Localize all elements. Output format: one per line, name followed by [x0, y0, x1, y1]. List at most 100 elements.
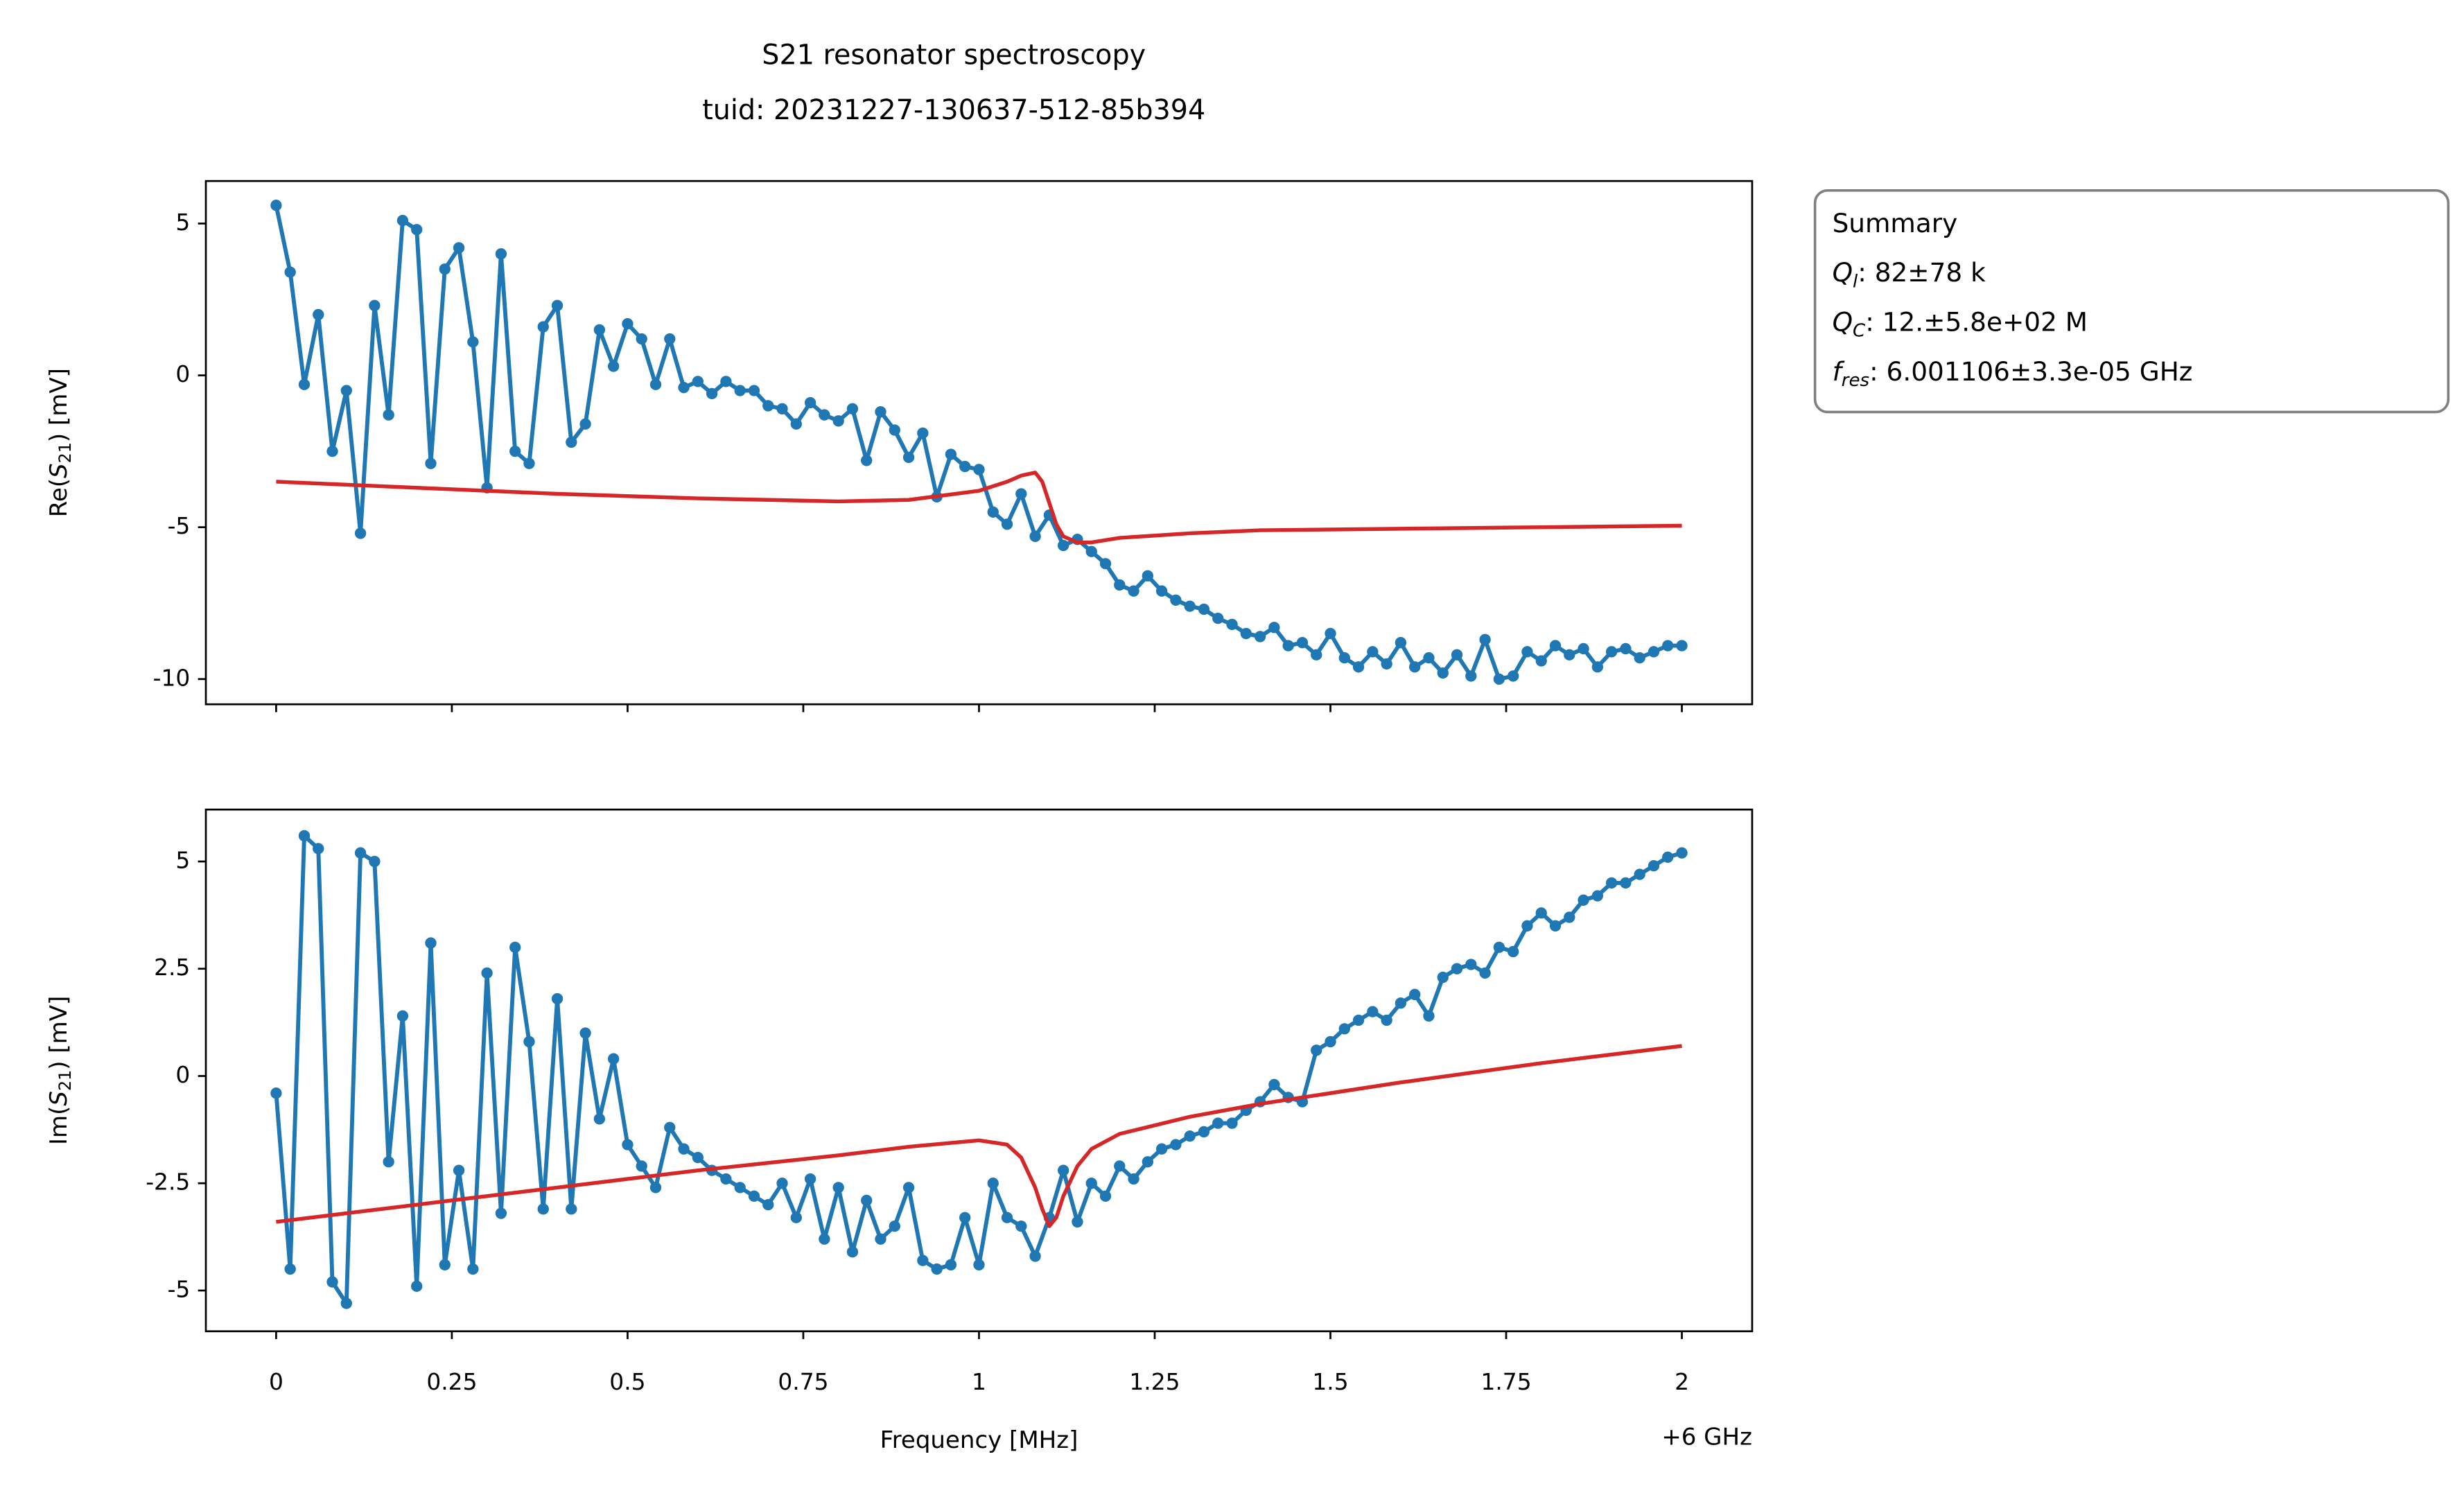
- data-point: [1605, 877, 1618, 889]
- y-tick-label: -5: [168, 1275, 191, 1302]
- data-point: [593, 1113, 606, 1125]
- data-point: [1099, 1190, 1112, 1202]
- summary-title: Summary: [1833, 208, 1958, 238]
- data-point: [762, 1199, 774, 1211]
- data-point: [762, 400, 774, 412]
- data-point: [1634, 868, 1645, 880]
- data-point: [987, 506, 999, 518]
- label-text: Re(: [45, 478, 73, 517]
- data-point: [1662, 851, 1674, 863]
- data-point: [608, 1053, 620, 1065]
- data-point: [973, 1259, 985, 1270]
- data-point: [551, 993, 563, 1005]
- data-point: [832, 415, 844, 427]
- data-point: [1451, 963, 1463, 974]
- data-point: [551, 299, 563, 311]
- data-point: [1015, 488, 1027, 500]
- data-point: [790, 1212, 802, 1223]
- data-point: [467, 336, 479, 348]
- data-point: [284, 266, 296, 278]
- data-point: [1564, 649, 1575, 661]
- data-point: [1212, 1117, 1224, 1129]
- data-point: [1409, 661, 1421, 673]
- summary-line: QC: 12.±5.8e+02 M: [1833, 306, 2088, 341]
- data-point: [453, 1164, 465, 1176]
- axes: -10 -5 0 5 Re(S21) [mV]: [45, 180, 1754, 712]
- data-point: [396, 214, 409, 227]
- data-point: [1352, 661, 1365, 673]
- data-point: [1058, 1164, 1069, 1176]
- data-point: [1198, 603, 1210, 615]
- data-point: [1114, 1160, 1126, 1172]
- data-point: [1338, 652, 1350, 664]
- data-point: [1352, 1014, 1365, 1026]
- x-tick-label: 0.75: [778, 1368, 828, 1395]
- data-point: [1184, 600, 1196, 612]
- data-point: [734, 1182, 746, 1194]
- data-point: [1451, 649, 1463, 661]
- data-point: [1676, 847, 1688, 859]
- data-point: [383, 409, 394, 421]
- data-point: [819, 1233, 830, 1245]
- label-subscript: 21: [55, 442, 75, 463]
- data-point: [622, 317, 634, 330]
- x-tick-label: 1: [972, 1368, 986, 1395]
- data-point: [1128, 585, 1139, 597]
- data-point: [902, 451, 915, 464]
- data-point: [945, 448, 957, 460]
- data-point: [1465, 670, 1477, 682]
- data-point: [1508, 670, 1519, 682]
- data-point: [1325, 627, 1336, 640]
- data-point: [313, 843, 324, 855]
- data-point: [1072, 1216, 1083, 1228]
- data-point: [523, 457, 535, 469]
- y-tick-label: 0: [175, 1061, 190, 1088]
- data-point: [1508, 945, 1519, 958]
- data-point: [1437, 971, 1449, 983]
- data-point: [776, 1178, 788, 1189]
- data-point: [1521, 920, 1533, 932]
- data-point: [1620, 642, 1632, 655]
- data-point: [1015, 1220, 1027, 1232]
- data-point: [987, 1178, 999, 1189]
- data-point: [495, 248, 507, 260]
- x-tick-label: 0.25: [426, 1368, 477, 1395]
- data-point: [298, 830, 311, 841]
- data-point: [1268, 1078, 1280, 1091]
- summary-symbol: Q: [1833, 306, 1853, 337]
- data-point: [804, 396, 816, 409]
- data-point: [1001, 1212, 1013, 1223]
- data-point: [1676, 640, 1688, 652]
- data-point: [439, 263, 451, 275]
- data-point: [790, 418, 802, 430]
- data-point: [1085, 1178, 1097, 1189]
- data-point: [1142, 1156, 1154, 1168]
- summary-subscript: C: [1853, 320, 1866, 341]
- data-point: [1662, 640, 1674, 652]
- data-point: [692, 1151, 704, 1164]
- data-point: [1437, 667, 1449, 679]
- data-point: [622, 1139, 634, 1151]
- data-point: [1395, 637, 1407, 649]
- data-point: [1311, 649, 1322, 661]
- data-point: [720, 1173, 732, 1185]
- x-tick-label: 1.75: [1480, 1368, 1531, 1395]
- data-point: [875, 406, 886, 418]
- data-point: [1325, 1035, 1336, 1048]
- data-point: [396, 1010, 409, 1022]
- x-tick-label: 0.5: [609, 1368, 645, 1395]
- data-point: [1114, 579, 1126, 591]
- label-symbol: S: [45, 1091, 73, 1106]
- label-text: ) [mV]: [45, 368, 73, 442]
- summary-symbol: Q: [1833, 256, 1853, 287]
- data-point: [1142, 570, 1154, 582]
- chart-title: S21 resonator spectroscopy: [762, 40, 1146, 71]
- data-point: [1535, 907, 1547, 919]
- data-point: [340, 385, 352, 396]
- data-point: [1423, 1010, 1435, 1022]
- data-point: [945, 1259, 957, 1270]
- data-point: [1381, 658, 1392, 670]
- data-point: [1184, 1130, 1196, 1142]
- data-point: [566, 1203, 577, 1215]
